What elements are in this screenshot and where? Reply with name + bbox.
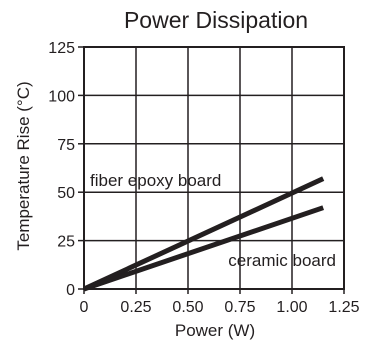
- grid: [84, 47, 344, 289]
- series-line: [82, 176, 325, 292]
- series-label: ceramic board: [228, 251, 336, 270]
- x-tick-label: 1.00: [276, 299, 307, 316]
- y-axis-label: Temperature Rise (°C): [14, 81, 33, 250]
- x-tick-label: 1.25: [328, 299, 359, 316]
- y-tick-label: 25: [57, 234, 75, 251]
- x-axis-label: Power (W): [175, 321, 255, 340]
- chart-title: Power Dissipation: [124, 7, 308, 33]
- series-label: fiber epoxy board: [90, 171, 221, 190]
- x-tick-label: 0: [80, 299, 89, 316]
- y-tick-label: 75: [57, 137, 75, 154]
- x-tick-label: 0.50: [172, 299, 203, 316]
- x-tick-label: 0.75: [224, 299, 255, 316]
- y-tick-label: 125: [48, 40, 75, 57]
- series-line: [83, 205, 325, 292]
- ticks: 0 0.25 0.50 0.75 1.00 1.25 0 25 50 75 100 125: [48, 40, 359, 316]
- series-lines: fiber epoxy board ceramic board: [82, 171, 336, 292]
- labels: Power Dissipation Power (W) Temperature …: [14, 7, 308, 340]
- y-tick-label: 100: [48, 88, 75, 105]
- y-tick-label: 0: [66, 282, 75, 299]
- plot-frame: [83, 46, 345, 290]
- x-tick-label: 0.25: [120, 299, 151, 316]
- y-tick-label: 50: [57, 185, 75, 202]
